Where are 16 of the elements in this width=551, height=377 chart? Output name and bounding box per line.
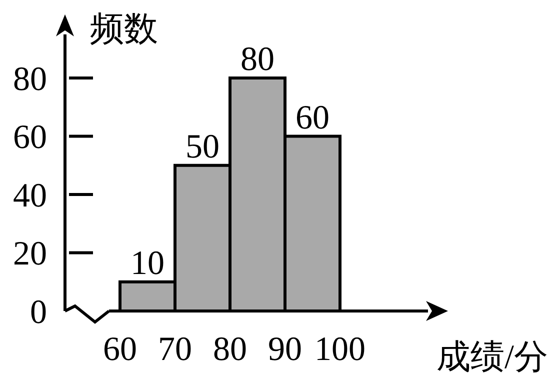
y-tick-label: 20: [13, 236, 47, 273]
x-tick-label: 80: [213, 331, 247, 368]
data-label: 60: [296, 99, 330, 136]
x-tick-label: 70: [158, 331, 192, 368]
data-label: 80: [240, 41, 274, 78]
data-label: 50: [186, 128, 220, 166]
data-label: 10: [130, 244, 164, 282]
x-tick-label: 100: [314, 331, 366, 368]
x-axis-title: 成绩/分: [436, 339, 548, 376]
y-axis-title: 频数: [90, 11, 158, 48]
x-tick-label: 90: [268, 331, 302, 368]
y-tick-label: 0: [30, 294, 47, 331]
y-tick-label: 60: [13, 119, 47, 156]
x-tick-label: 60: [103, 331, 137, 368]
y-tick-label: 40: [13, 177, 47, 214]
y-tick-label: 80: [13, 60, 47, 98]
